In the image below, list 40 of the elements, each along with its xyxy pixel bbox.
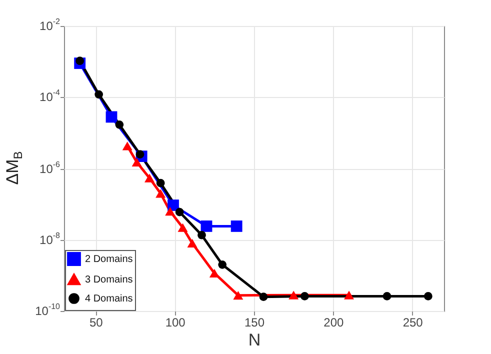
y-tick-label: 10$^{-10}$ xyxy=(35,302,60,318)
point xyxy=(218,260,227,269)
point xyxy=(115,120,124,129)
point xyxy=(424,292,432,300)
point xyxy=(175,208,184,216)
point xyxy=(187,238,198,248)
point xyxy=(94,90,104,99)
x-tick-label: 100 xyxy=(165,316,186,330)
x-tick-label: 150 xyxy=(244,316,265,330)
point xyxy=(259,292,268,301)
point xyxy=(122,142,132,150)
point xyxy=(300,292,309,300)
point xyxy=(200,220,212,232)
legend-label: 3 Domains xyxy=(85,274,133,286)
legend-label: 4 Domains xyxy=(85,294,133,304)
point xyxy=(344,290,354,300)
x-axis-title: N xyxy=(248,330,261,350)
point xyxy=(233,291,244,300)
y-tick-label: 10$^{-6}$ xyxy=(40,160,60,176)
point xyxy=(136,150,144,158)
x-tick-label: 250 xyxy=(402,316,424,330)
y-tick-label: 10$^{-2}$ xyxy=(40,17,60,33)
y-tick-label: 10$^{-4}$ xyxy=(40,88,60,104)
point xyxy=(156,178,165,188)
legend-label: 2 Domains xyxy=(85,254,133,265)
point xyxy=(230,220,242,232)
point xyxy=(156,189,166,198)
point xyxy=(288,290,299,300)
point xyxy=(178,223,188,232)
point xyxy=(76,56,84,66)
y-tick-label: 10$^{-8}$ xyxy=(40,230,60,247)
x-tick-label: 200 xyxy=(324,316,344,330)
point xyxy=(132,158,142,167)
point xyxy=(144,174,154,182)
point xyxy=(382,292,392,300)
point xyxy=(198,230,206,240)
point xyxy=(106,111,118,123)
x-tick-label: 50 xyxy=(89,316,104,330)
point xyxy=(209,268,220,278)
point xyxy=(165,206,176,216)
